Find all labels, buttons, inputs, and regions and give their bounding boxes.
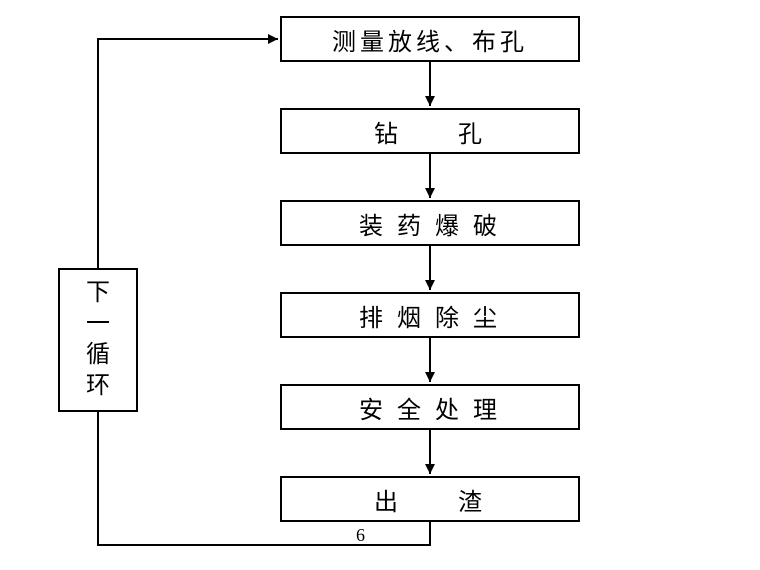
loop-box: 下 一 循 环 [58,268,138,412]
step-box-2: 钻 孔 [280,108,580,154]
step-label-4: 排 烟 除 尘 [359,298,501,333]
step-label-6: 出 渣 [374,482,486,517]
feedback-up-right [98,39,278,268]
step-label-3: 装 药 爆 破 [359,206,501,241]
loop-label-line-3: 循 [86,340,110,371]
step-label-2: 钻 孔 [374,114,486,149]
step-label-5: 安 全 处 理 [359,390,501,425]
loop-label-line-4: 环 [86,371,110,402]
step-box-6: 出 渣 [280,476,580,522]
loop-label-line-1: 下 [86,278,110,309]
page-number: 6 [356,525,365,546]
flowchart-canvas: 测量放线、布孔 钻 孔 装 药 爆 破 排 烟 除 尘 安 全 处 理 出 渣 … [0,0,760,570]
step-box-1: 测量放线、布孔 [280,16,580,62]
step-box-4: 排 烟 除 尘 [280,292,580,338]
loop-label-line-2: 一 [86,309,110,340]
step-box-3: 装 药 爆 破 [280,200,580,246]
step-label-1: 测量放线、布孔 [332,22,528,57]
step-box-5: 安 全 处 理 [280,384,580,430]
